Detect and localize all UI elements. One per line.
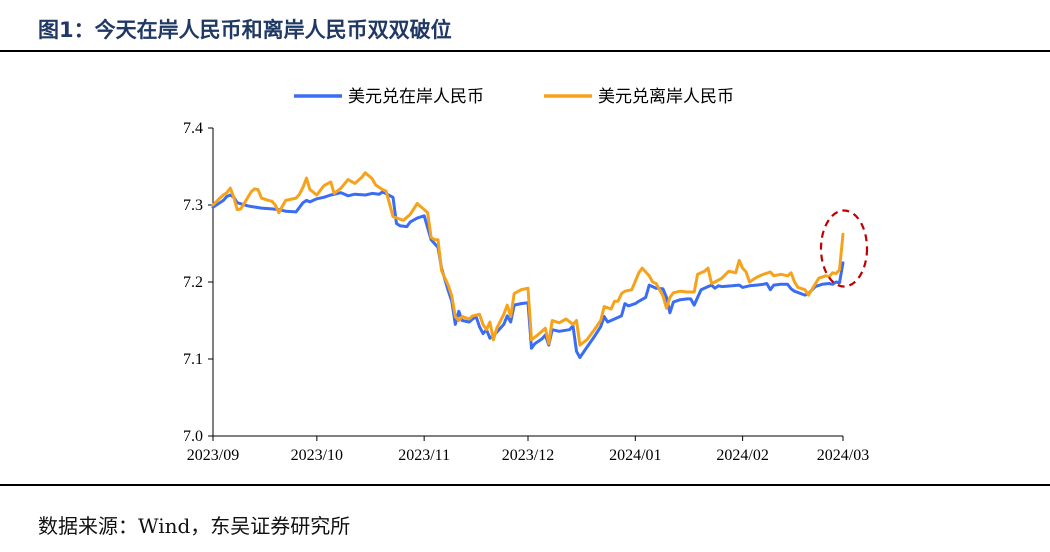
highlight-ellipse [819, 209, 869, 288]
chart-annotations [819, 209, 869, 288]
series-line-offshore [211, 171, 845, 347]
chart-series [211, 171, 845, 359]
y-tick-label: 7.3 [183, 197, 203, 214]
x-tick-label: 2024/02 [716, 447, 768, 464]
line-chart: 美元兑在岸人民币 美元兑离岸人民币 7.0 7.1 7.2 7.3 7.4 2023/09 2… [183, 87, 869, 464]
x-tick-label: 2024/01 [609, 447, 661, 464]
x-tick-label: 2023/10 [291, 447, 343, 464]
legend-label: 美元兑离岸人民币 [598, 87, 734, 107]
figure-title: 图1：今天在岸人民币和离岸人民币双双破位 [38, 18, 452, 42]
x-tick-label: 2023/12 [502, 447, 554, 464]
data-source-note: 数据来源：Wind，东吴证券研究所 [38, 514, 351, 538]
y-tick-label: 7.1 [183, 351, 203, 368]
bottom-rule [0, 484, 1050, 486]
legend-item-offshore: 美元兑离岸人民币 [544, 87, 734, 107]
chart-legend: 美元兑在岸人民币 美元兑离岸人民币 [294, 87, 734, 107]
x-tick-label: 2023/11 [398, 447, 450, 464]
top-rule [0, 50, 1050, 52]
y-tick-label: 7.4 [183, 120, 203, 137]
y-tick-label: 7.0 [183, 428, 203, 445]
x-tick-label: 2023/09 [187, 447, 239, 464]
x-tick-label: 2024/03 [817, 447, 869, 464]
legend-label: 美元兑在岸人民币 [348, 87, 484, 107]
legend-item-onshore: 美元兑在岸人民币 [294, 87, 484, 107]
y-tick-label: 7.2 [183, 274, 203, 291]
chart-axes: 7.0 7.1 7.2 7.3 7.4 2023/09 2023/10 2023/11 2023… [183, 120, 869, 464]
